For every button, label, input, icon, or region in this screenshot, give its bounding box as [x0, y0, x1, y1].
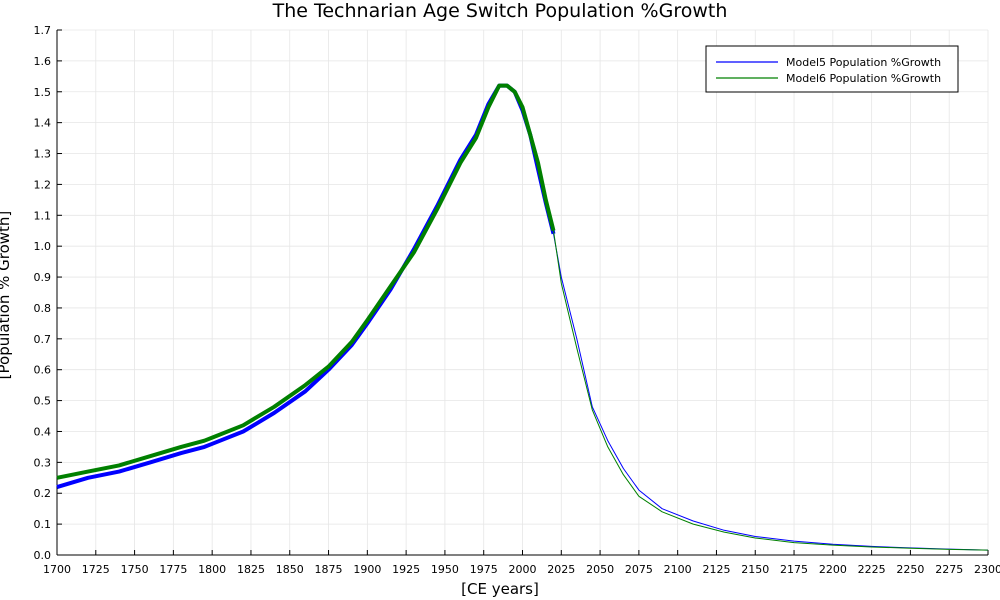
series-line-1-historical [56, 83, 556, 490]
y-axis-label: [Population % Growth] [0, 210, 13, 380]
y-tick-label: 0.9 [34, 271, 52, 284]
x-tick-label: 1700 [43, 563, 71, 576]
x-tick-label: 2050 [586, 563, 614, 576]
x-tick-label: 1875 [315, 563, 343, 576]
chart-title: The Technarian Age Switch Population %Gr… [272, 0, 728, 22]
x-tick-label: 1825 [237, 563, 265, 576]
x-tick-label: 2275 [935, 563, 963, 576]
x-tick-label: 2225 [858, 563, 886, 576]
legend: Model5 Population %Growth Model6 Populati… [705, 45, 959, 93]
y-tick-label: 0.5 [34, 395, 52, 408]
y-tick-label: 1.6 [34, 55, 52, 68]
x-tick-label: 2200 [819, 563, 847, 576]
series-line-2-historical [56, 83, 556, 480]
y-tick-label: 0.7 [34, 333, 52, 346]
y-tick-label: 1.5 [34, 86, 52, 99]
x-tick-label: 2175 [780, 563, 808, 576]
x-tick-label: 2000 [509, 563, 537, 576]
x-tick-label: 1725 [82, 563, 110, 576]
y-tick-label: 0.0 [34, 549, 52, 562]
legend-entry: Model6 Population %Growth [786, 72, 941, 85]
x-tick-label: 2300 [974, 563, 1000, 576]
y-tick-label: 0.1 [34, 518, 52, 531]
y-tick-label: 1.0 [34, 240, 52, 253]
x-tick-label: 1850 [276, 563, 304, 576]
series-line-1-projection [553, 233, 989, 551]
y-tick-label: 0.2 [34, 487, 52, 500]
x-tick-label: 2125 [702, 563, 730, 576]
y-tick-label: 1.7 [34, 24, 52, 37]
legend-box [705, 45, 959, 93]
x-tick-label: 2100 [664, 563, 692, 576]
y-tick-label: 0.6 [34, 364, 52, 377]
grid-lines [56, 29, 989, 556]
y-tick-label: 1.4 [34, 117, 52, 130]
x-tick-label: 2025 [547, 563, 575, 576]
y-tick-label: 0.8 [34, 302, 52, 315]
x-tick-label: 2075 [625, 563, 653, 576]
x-tick-label: 2250 [896, 563, 924, 576]
x-tick-label: 1975 [470, 563, 498, 576]
legend-entry: Model5 Population %Growth [786, 56, 941, 69]
y-tick-label: 1.2 [34, 178, 52, 191]
x-tick-label: 2150 [741, 563, 769, 576]
x-tick-label: 1750 [121, 563, 149, 576]
series-line-2-projection [553, 230, 989, 551]
x-axis-label: [CE years] [461, 580, 539, 598]
x-tick-label: 1775 [159, 563, 187, 576]
y-tick-label: 1.3 [34, 148, 52, 161]
x-tick-label: 1950 [431, 563, 459, 576]
x-tick-label: 1925 [392, 563, 420, 576]
x-tick-label: 1900 [353, 563, 381, 576]
x-tick-label: 1800 [198, 563, 226, 576]
y-tick-label: 0.4 [34, 425, 52, 438]
y-tick-label: 0.3 [34, 456, 52, 469]
y-tick-label: 1.1 [34, 209, 52, 222]
